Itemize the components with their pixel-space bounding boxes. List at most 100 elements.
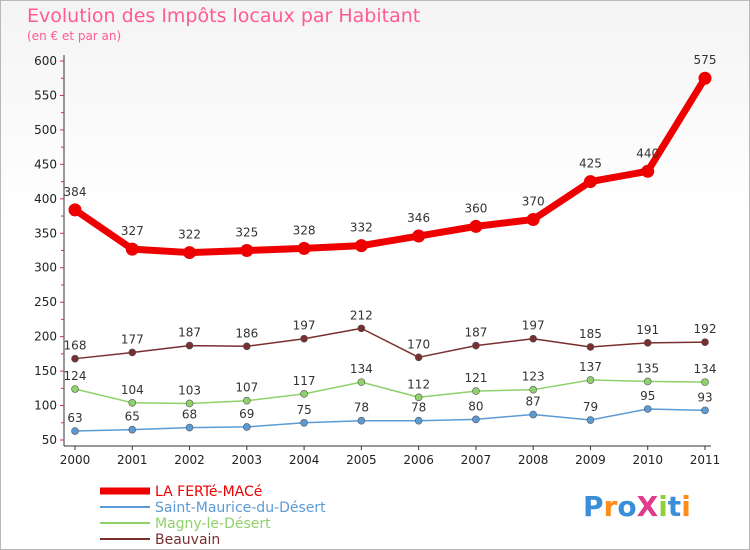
data-point bbox=[183, 246, 197, 260]
data-label: 191 bbox=[636, 323, 659, 337]
legend: LA FERTé-MACéSaint-Maurice-du-DésertMagn… bbox=[100, 484, 326, 548]
data-point bbox=[240, 244, 254, 257]
data-point bbox=[701, 378, 709, 386]
x-tick-label: 2001 bbox=[117, 453, 148, 467]
data-point bbox=[243, 396, 251, 405]
data-point bbox=[357, 324, 366, 333]
data-point bbox=[68, 203, 82, 217]
data-point bbox=[125, 242, 139, 256]
data-point bbox=[529, 334, 537, 343]
data-label: 177 bbox=[121, 332, 144, 346]
proxiti-logo: ProXiti bbox=[583, 490, 691, 523]
x-tick-label: 2011 bbox=[690, 453, 721, 467]
data-label: 192 bbox=[694, 322, 717, 336]
data-label: 197 bbox=[522, 319, 545, 333]
data-point bbox=[586, 376, 595, 384]
y-tick-label: 400 bbox=[34, 192, 57, 206]
data-label: 327 bbox=[121, 224, 144, 238]
series-line bbox=[74, 327, 706, 360]
svg-text:ProXiti: ProXiti bbox=[583, 490, 691, 523]
data-label: 168 bbox=[64, 339, 87, 353]
data-label: 123 bbox=[522, 370, 545, 384]
data-point bbox=[469, 219, 483, 233]
data-label: 93 bbox=[697, 390, 712, 404]
series-0: 384 327 322 325 328 332 346 360 370 425 440 575 bbox=[64, 53, 717, 260]
data-label: 69 bbox=[239, 407, 254, 421]
data-point bbox=[643, 339, 652, 347]
data-label: 78 bbox=[411, 401, 426, 415]
data-point bbox=[586, 343, 595, 351]
data-point bbox=[701, 406, 709, 415]
data-point bbox=[583, 175, 597, 189]
y-tick-label: 500 bbox=[34, 123, 57, 137]
data-point bbox=[71, 427, 79, 435]
data-label: 112 bbox=[407, 377, 430, 391]
data-point bbox=[472, 415, 480, 424]
data-label: 187 bbox=[178, 326, 201, 340]
data-label: 384 bbox=[64, 185, 87, 199]
series-3: 168 177 187 186 197 212 170 187 197 185 191 192 bbox=[64, 308, 717, 363]
legend-label-0: LA FERTé-MACé bbox=[155, 484, 262, 500]
data-point bbox=[643, 377, 652, 386]
series-line bbox=[74, 408, 706, 432]
y-tick-label: 450 bbox=[34, 157, 57, 171]
data-label: 170 bbox=[407, 337, 430, 351]
data-label: 65 bbox=[125, 410, 140, 424]
data-label: 185 bbox=[579, 327, 602, 341]
data-point bbox=[243, 423, 251, 431]
data-label: 80 bbox=[468, 399, 483, 413]
data-label: 78 bbox=[354, 401, 369, 415]
data-point bbox=[586, 416, 595, 424]
x-tick-label: 2004 bbox=[289, 453, 320, 467]
data-point bbox=[128, 398, 137, 407]
x-tick-label: 2006 bbox=[403, 453, 434, 467]
data-label: 360 bbox=[464, 201, 487, 215]
data-point bbox=[185, 341, 194, 350]
data-label: 332 bbox=[350, 221, 373, 235]
data-label: 121 bbox=[464, 371, 487, 385]
y-tick-label: 550 bbox=[34, 88, 57, 102]
data-label: 212 bbox=[350, 308, 373, 322]
data-point bbox=[698, 71, 712, 85]
y-tick-label: 600 bbox=[34, 54, 57, 68]
data-point bbox=[300, 390, 308, 398]
data-label: 87 bbox=[526, 395, 541, 409]
data-label: 322 bbox=[178, 228, 201, 242]
data-label: 75 bbox=[296, 403, 311, 417]
x-tick-label: 2007 bbox=[461, 453, 492, 467]
data-point bbox=[472, 387, 480, 395]
data-label: 328 bbox=[293, 223, 316, 237]
data-point bbox=[243, 342, 251, 351]
data-label: 134 bbox=[350, 362, 373, 376]
data-point bbox=[128, 348, 137, 357]
data-label: 79 bbox=[583, 400, 598, 414]
y-tick-label: 150 bbox=[34, 364, 57, 378]
data-label: 137 bbox=[579, 360, 602, 374]
x-tick-label: 2002 bbox=[174, 453, 205, 467]
data-point bbox=[357, 378, 366, 386]
data-label: 124 bbox=[64, 369, 87, 383]
data-point bbox=[357, 416, 366, 425]
data-point bbox=[300, 418, 308, 427]
legend-label-2: Magny-le-Désert bbox=[155, 516, 271, 532]
series-2: 124 104 103 107 117 134 112 121 123 137 135 134 bbox=[64, 360, 716, 408]
data-point bbox=[354, 239, 368, 253]
data-label: 370 bbox=[522, 194, 545, 208]
data-label: 575 bbox=[694, 53, 717, 67]
data-label: 186 bbox=[235, 326, 258, 340]
x-tick-label: 2010 bbox=[632, 453, 663, 467]
data-point bbox=[701, 338, 709, 346]
data-point bbox=[472, 341, 480, 350]
y-tick-label: 350 bbox=[34, 226, 57, 240]
data-point bbox=[412, 229, 426, 243]
data-point bbox=[185, 399, 194, 408]
data-label: 135 bbox=[636, 361, 659, 375]
data-point bbox=[185, 423, 194, 432]
y-tick-label: 50 bbox=[42, 433, 57, 447]
data-point bbox=[414, 393, 423, 402]
series-1: 63 65 68 69 75 78 78 80 87 79 95 93 bbox=[67, 389, 713, 435]
y-tick-label: 200 bbox=[34, 330, 57, 344]
